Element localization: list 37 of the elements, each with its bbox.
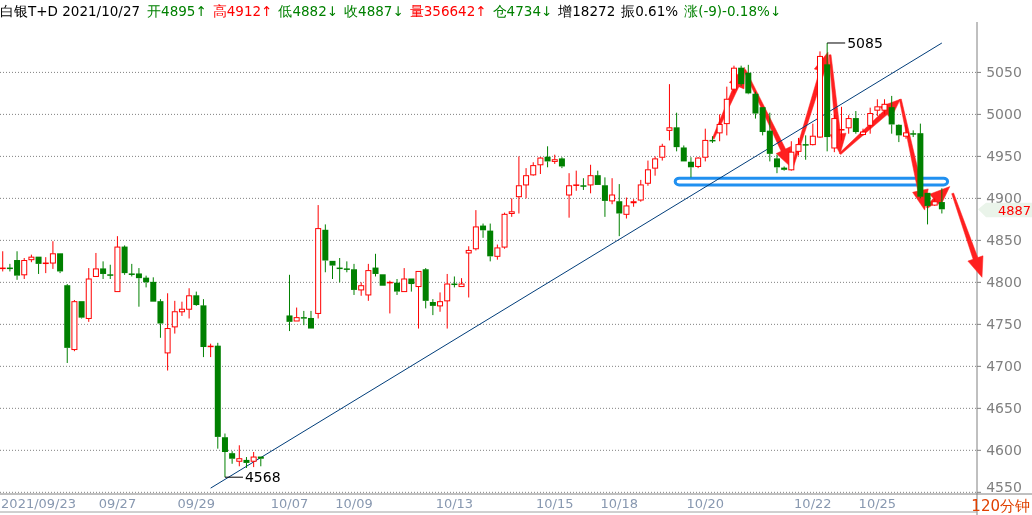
text: 仓4734↓ (492, 3, 553, 19)
y-tick-label: 4650 (986, 399, 1022, 416)
text: 涨(-9)-0.18%↓ (684, 3, 782, 19)
annotation: 4887 (978, 202, 1032, 219)
x-tick-label: 09/27 (98, 496, 137, 511)
text: 收4887↓ (344, 3, 404, 19)
y-tick-label: 4950 (986, 147, 1022, 164)
y-tick-label: 4800 (986, 273, 1022, 290)
y-tick-label: 5050 (986, 63, 1022, 80)
text: 开4895↑ (147, 3, 207, 19)
x-tick-label: 10/07 (270, 496, 309, 511)
x-tick-label: 10/09 (335, 496, 373, 511)
text: 增18272 (557, 3, 616, 19)
x-tick-label: 10/20 (686, 496, 725, 511)
annotation: 4568 (244, 469, 281, 486)
text: 量356642↑ (409, 3, 487, 19)
annotation: 5085 (826, 35, 883, 51)
y-tick-label: 5000 (986, 105, 1022, 122)
chart-title: 白银T+D 2021/10/27 (0, 3, 141, 19)
period: 120分钟 (971, 497, 1032, 515)
y-tick-label: 4600 (986, 441, 1022, 458)
x-tick-label: 10/15 (536, 496, 574, 511)
x-tick-label: 2021/09/23 (1, 496, 77, 511)
annotation: 4568 (224, 469, 281, 486)
x-tick-label: 10/18 (600, 496, 638, 511)
x-tick-label: 10/13 (435, 496, 474, 511)
text: 振0.61% (621, 3, 679, 19)
y-tick-label: 4750 (986, 315, 1022, 332)
x-tick-label: 10/25 (858, 496, 897, 511)
y-tick-label: 4550 (986, 479, 1022, 495)
y-tick-label: 4700 (986, 357, 1022, 374)
y-tick-label: 4850 (986, 231, 1022, 248)
text: 低4882↓ (278, 3, 339, 19)
text: 高4912↑ (212, 3, 273, 19)
x-tick-label: 10/22 (794, 496, 832, 511)
annotation: 5085 (847, 35, 883, 51)
x-tick-label: 09/29 (177, 496, 216, 511)
